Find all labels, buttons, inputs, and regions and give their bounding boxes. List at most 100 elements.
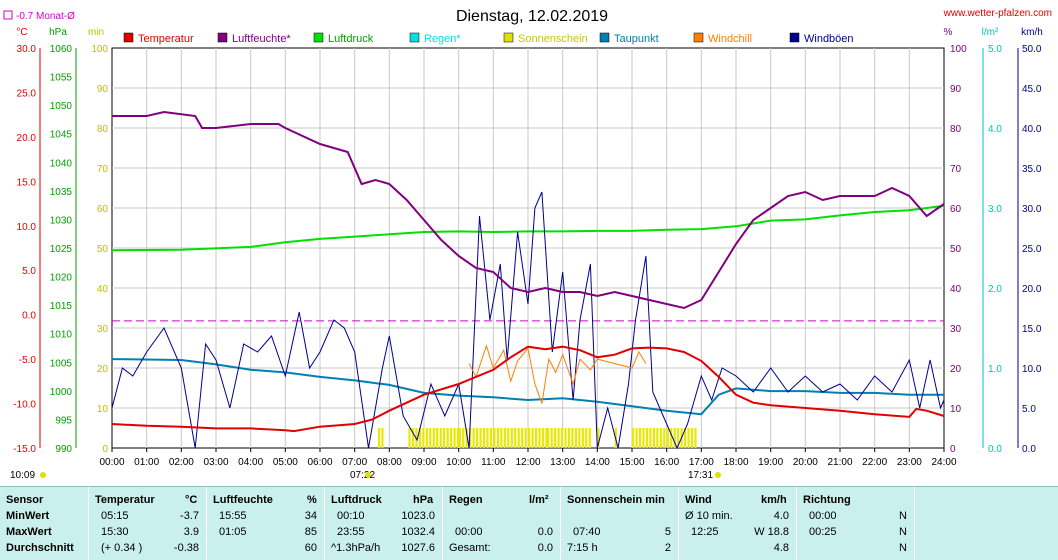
temp-tick-label: 10.0	[17, 222, 37, 233]
press-max-val: 1032.4	[401, 526, 435, 538]
time-tick-label: 12:00	[515, 457, 540, 468]
sunshine-bar	[418, 428, 421, 448]
sunshine-bar	[677, 428, 680, 448]
sunshine-bar	[507, 428, 510, 448]
sun-tick-label: 70	[97, 164, 109, 175]
sun-total-hours: 7:15 h	[567, 542, 598, 554]
sunshine-bar	[456, 428, 460, 448]
col-sunshine: Sonnenschein min 07:40 5 7:15 h 2	[560, 487, 679, 560]
stats-header-direction: Richtung	[803, 494, 851, 506]
press-avg-val: 1027.6	[401, 542, 435, 554]
unit-wind: km/h	[1021, 27, 1043, 38]
sun-tick-label: 50	[97, 244, 109, 255]
pressure-tick-label: 1000	[50, 387, 73, 398]
humidity-tick-label: 20	[950, 364, 962, 375]
time-tick-label: 07:00	[342, 457, 367, 468]
sunshine-bar	[547, 428, 550, 448]
humidity-tick-label: 50	[950, 244, 962, 255]
stats-header-rain: Regen	[449, 494, 483, 506]
humidity-tick-label: 80	[950, 124, 962, 135]
hum-max-val: 85	[304, 526, 317, 538]
time-tick-label: 18:00	[723, 457, 748, 468]
sunshine-bar	[429, 428, 432, 448]
wind-avg-val: 4.8	[773, 542, 789, 554]
temp-min-val: -3.7	[180, 510, 199, 522]
dir-max-val: N	[899, 526, 907, 538]
legend-swatch	[693, 32, 704, 43]
sunshine-bar	[642, 428, 645, 448]
wind-tick-label: 20.0	[1022, 284, 1042, 295]
hum-max-time: 01:05	[219, 526, 247, 538]
sun-max-val: 5	[664, 526, 671, 538]
rain-tick-label: 2.0	[988, 284, 1002, 295]
series-line-taupunkt	[111, 358, 944, 416]
stats-header-wind: Wind	[685, 494, 712, 506]
time-tick-label: 01:00	[134, 457, 159, 468]
sunshine-bar	[482, 428, 486, 448]
sunshine-bar	[422, 428, 425, 448]
hum-avg-val: 60	[304, 542, 317, 554]
sun-tick-label: 100	[91, 44, 108, 55]
humidity-tick-label: 60	[950, 204, 962, 215]
hum-min-time: 15:55	[219, 510, 247, 522]
sunshine-bar	[632, 428, 635, 448]
sunshine-bar	[557, 428, 560, 448]
stats-table: Sensor MinWert MaxWert Durchschnitt Temp…	[0, 486, 1058, 560]
time-tick-label: 24:00	[931, 457, 956, 468]
rain-tick-label: 0.0	[988, 444, 1002, 455]
legend-swatch	[789, 32, 800, 43]
website-link[interactable]: www.wetter-pfalzen.com	[943, 8, 1052, 19]
sunshine-bar	[663, 428, 666, 448]
sunshine-bar	[694, 428, 697, 448]
pressure-tick-label: 1035	[50, 187, 73, 198]
unit-pressure: hPa	[49, 27, 67, 38]
sun-tick-label: 10	[97, 404, 109, 415]
chart-title: Dienstag, 12.02.2019	[456, 8, 608, 25]
row-label-avg: Durchschnitt	[6, 542, 74, 554]
sunshine-bar	[564, 428, 567, 448]
humidity-tick-label: 0	[950, 444, 956, 455]
sunshine-bar	[450, 428, 453, 448]
month-avg-icon	[3, 10, 13, 20]
stats-header-sunshine: Sonnenschein min	[567, 494, 665, 506]
time-tick-label: 00:00	[99, 457, 124, 468]
month-avg-label: -0.7 Monat-Ø	[16, 11, 75, 22]
sunshine-bar	[521, 428, 524, 448]
wind-tick-label: 45.0	[1022, 84, 1042, 95]
hum-min-val: 34	[304, 510, 317, 522]
temp-tick-label: 20.0	[17, 133, 37, 144]
stats-header-pressure-unit: hPa	[413, 494, 434, 506]
sunshine-bar	[472, 428, 475, 448]
time-tick-label: 03:00	[203, 457, 228, 468]
sunshine-bar	[684, 428, 687, 448]
legend-label: Taupunkt	[614, 33, 659, 45]
sunshine-bar	[550, 428, 553, 448]
time-tick-label: 04:00	[238, 457, 263, 468]
wind-tick-label: 35.0	[1022, 164, 1042, 175]
time-tick-label: 02:00	[169, 457, 194, 468]
sunshine-bar	[659, 428, 662, 448]
time-tick-label: 09:00	[411, 457, 436, 468]
unit-humidity: %	[944, 27, 953, 38]
sunrise-icon	[365, 472, 371, 478]
sunshine-bar	[597, 428, 600, 448]
time-tick-label: 14:00	[585, 457, 610, 468]
rain-tick-label: 4.0	[988, 124, 1002, 135]
sunshine-bar	[510, 428, 513, 448]
press-trend: ^1.3hPa/h	[331, 542, 381, 554]
wind-tick-label: 50.0	[1022, 44, 1042, 55]
series-line-temperatur	[111, 345, 945, 433]
unit-temp: °C	[16, 27, 27, 38]
series-line-luftdruck	[111, 204, 945, 252]
sunshine-bar	[666, 428, 669, 448]
sunshine-bar	[528, 428, 531, 448]
legend-label: Luftfeuchte*	[232, 33, 291, 45]
moon-icon	[40, 472, 46, 478]
sunshine-bar	[496, 428, 499, 448]
col-rain: Regen l/m² 00:00 0.0 Gesamt: 0.0	[442, 487, 561, 560]
rain-total-label: Gesamt:	[449, 542, 491, 554]
sunshine-bar	[656, 428, 659, 448]
sunshine-bar	[439, 428, 442, 448]
legend-label: Windböen	[804, 33, 854, 45]
col-sensor: Sensor MinWert MaxWert Durchschnitt	[0, 487, 88, 560]
